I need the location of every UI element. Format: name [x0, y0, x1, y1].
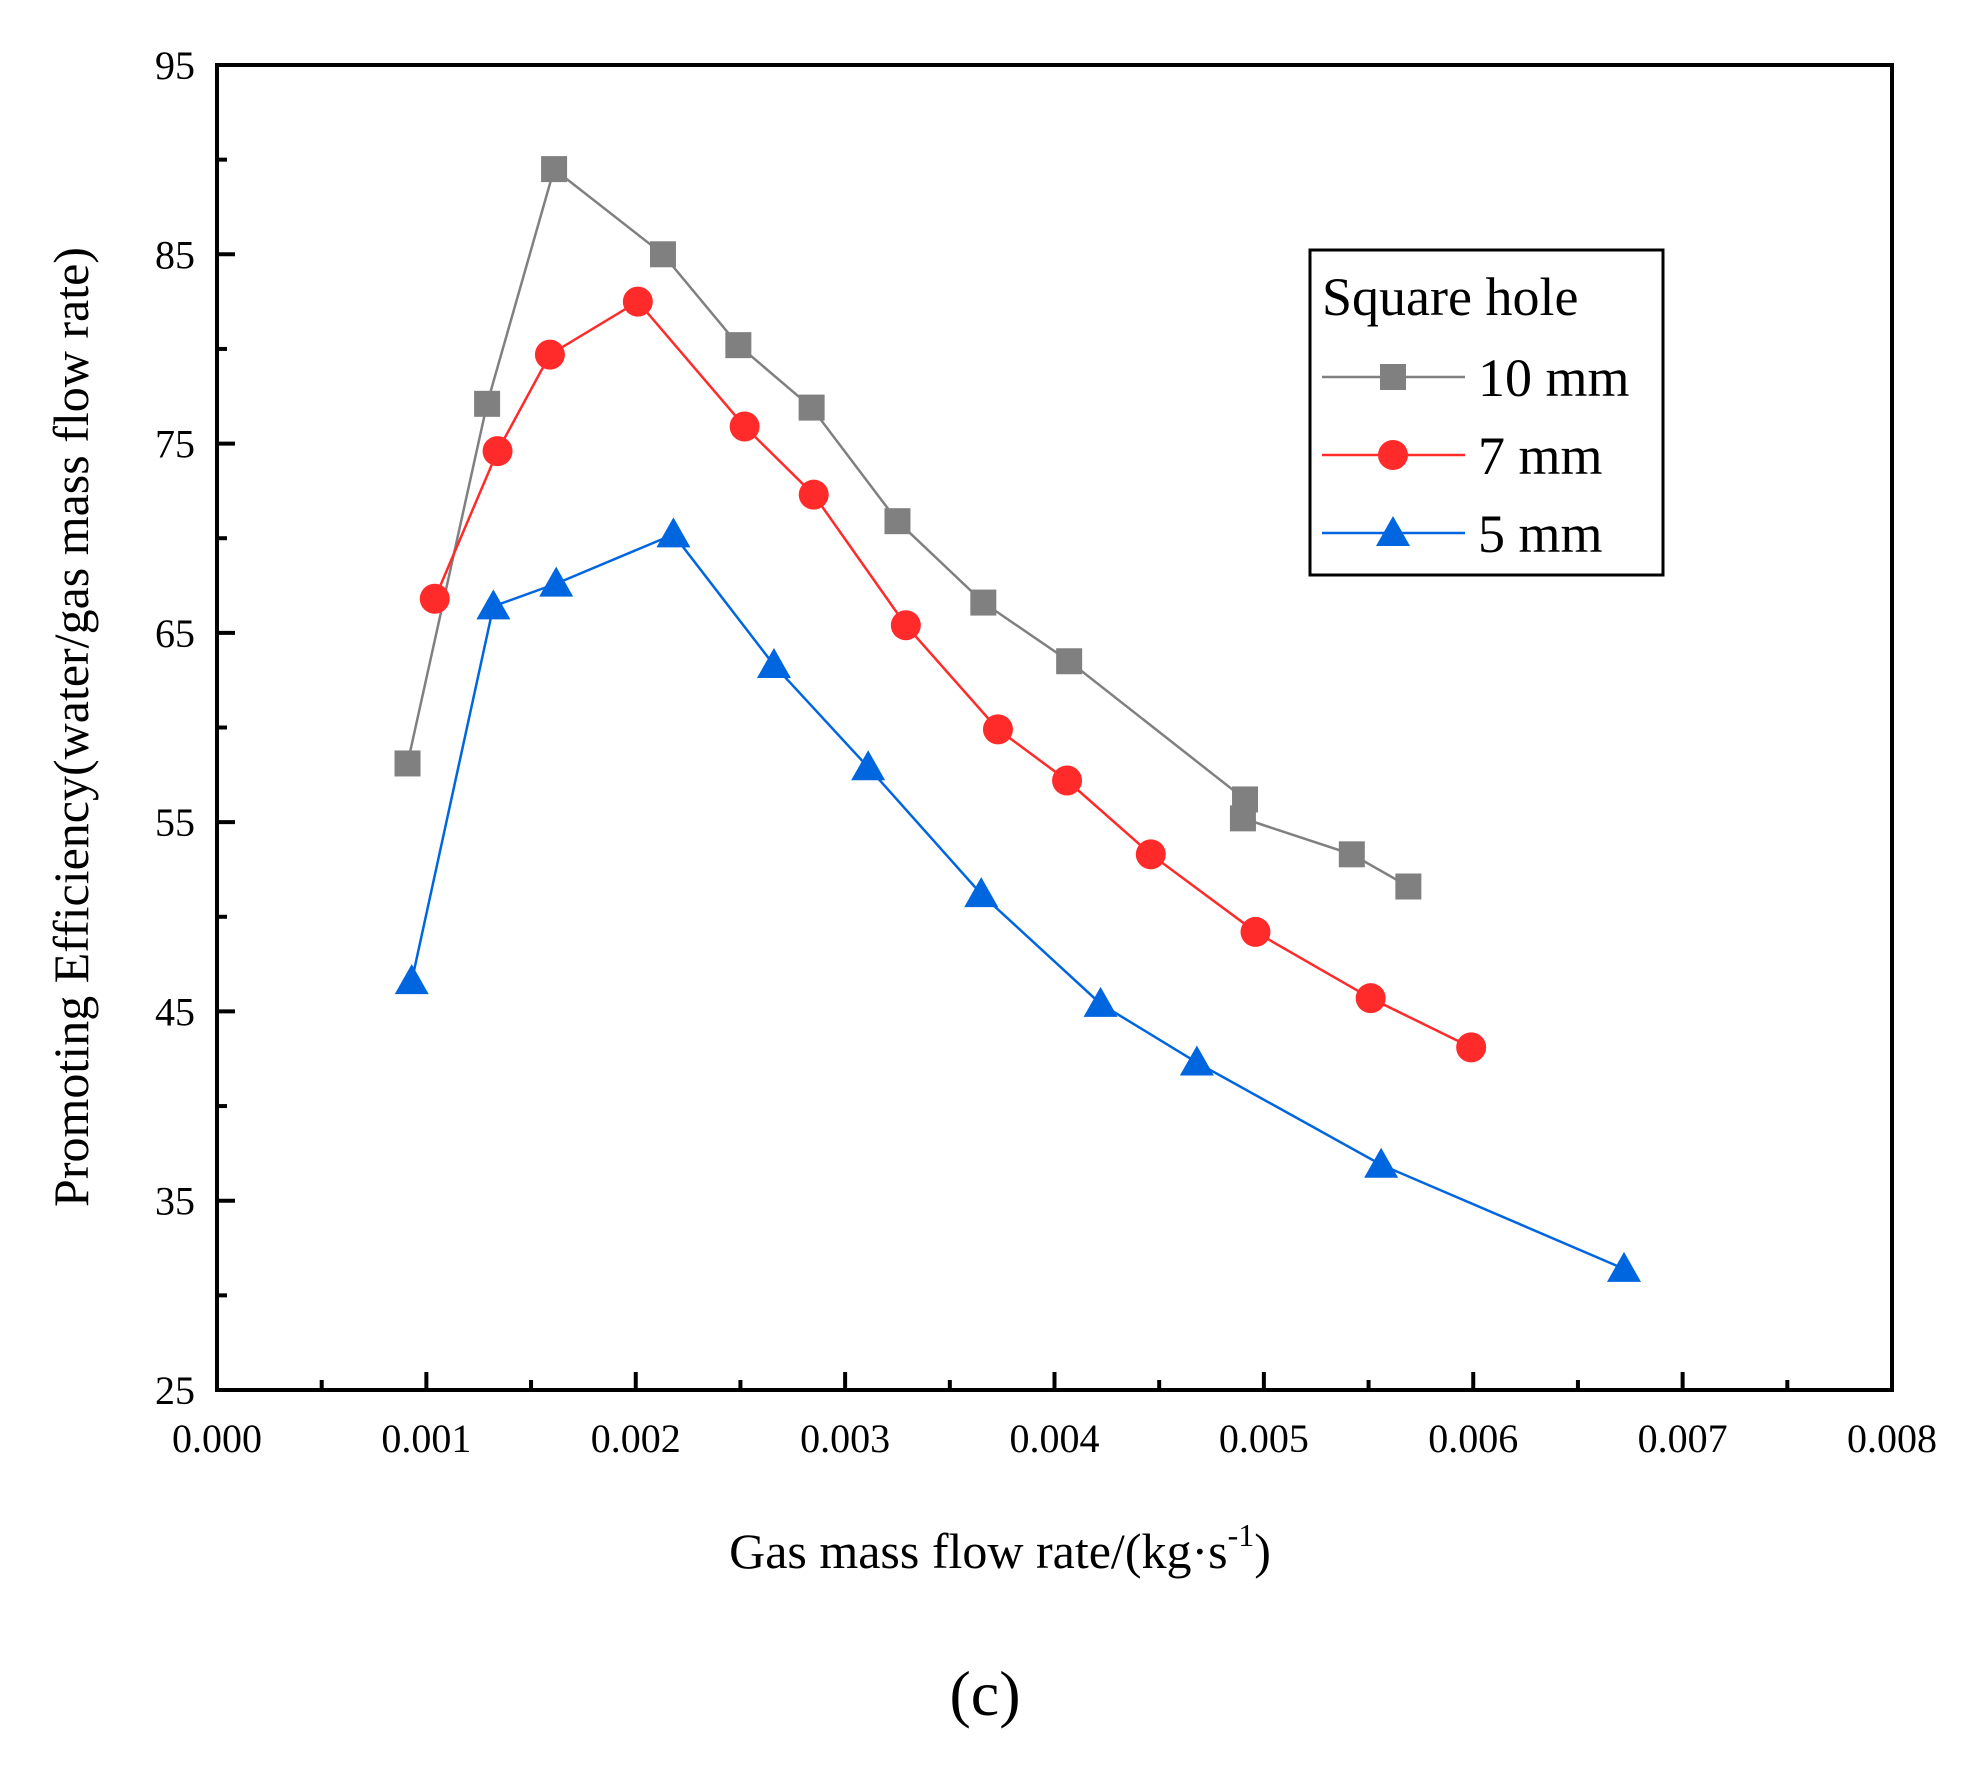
- legend-label: 7 mm: [1478, 426, 1603, 486]
- x-axis-title-superscript: -1: [1228, 1517, 1255, 1553]
- data-point: [890, 610, 921, 641]
- data-point: [1240, 916, 1271, 947]
- data-point: [539, 566, 574, 597]
- y-tick-label: 35: [155, 1179, 195, 1224]
- x-tick-label: 0.008: [1847, 1416, 1937, 1461]
- data-point: [656, 517, 691, 548]
- y-axis-title: Promoting Efficiency(water/gas mass flow…: [43, 247, 99, 1207]
- data-point: [851, 750, 886, 781]
- x-tick-label: 0.006: [1428, 1416, 1518, 1461]
- legend-entry: 5 mm: [1322, 504, 1603, 564]
- legend-entry: 10 mm: [1322, 348, 1630, 408]
- legend-label: 10 mm: [1478, 348, 1630, 408]
- data-point: [1229, 805, 1256, 832]
- y-tick-label: 75: [155, 422, 195, 467]
- x-tick-label: 0.007: [1638, 1416, 1728, 1461]
- legend-marker: [1380, 364, 1406, 390]
- data-point: [541, 156, 568, 183]
- data-point: [649, 241, 676, 268]
- data-point: [798, 479, 829, 510]
- legend-entries: 10 mm 7 mm 5 mm: [1322, 348, 1630, 564]
- series-7-mm: [419, 286, 1487, 1063]
- x-tick-label: 0.000: [172, 1416, 262, 1461]
- data-point: [729, 411, 760, 442]
- data-point: [982, 714, 1013, 745]
- data-point: [476, 589, 511, 620]
- data-point: [622, 286, 653, 317]
- data-point: [1056, 648, 1083, 675]
- data-point: [1179, 1045, 1214, 1076]
- x-tick-label: 0.003: [800, 1416, 890, 1461]
- x-tick-label: 0.004: [1010, 1416, 1100, 1461]
- data-point: [1456, 1032, 1487, 1063]
- y-axis: 25 35 45 55 65 75 85 95: [155, 43, 235, 1413]
- series-layer: [394, 156, 1641, 1282]
- data-point: [482, 436, 513, 467]
- data-point: [1364, 1147, 1399, 1178]
- legend-marker: [1378, 440, 1408, 470]
- data-point: [756, 648, 791, 679]
- x-axis-title: Gas mass flow rate/(kg·s-1): [729, 1517, 1271, 1579]
- x-axis-title-main: Gas mass flow rate/(kg·s: [729, 1523, 1228, 1579]
- data-point: [394, 750, 421, 777]
- y-tick-label: 25: [155, 1368, 195, 1413]
- data-point: [534, 339, 565, 370]
- y-tick-label: 65: [155, 611, 195, 656]
- data-point: [1135, 839, 1166, 870]
- legend-box: [1308, 248, 1665, 577]
- data-point: [419, 583, 450, 614]
- legend-marker: [1376, 516, 1410, 546]
- data-point: [1052, 765, 1083, 796]
- legend-entry: 7 mm: [1322, 426, 1603, 486]
- legend-title: Square hole: [1322, 267, 1578, 327]
- x-axis: 0.000 0.001 0.002 0.003 0.004 0.005 0.006 0.007…: [172, 1372, 1937, 1461]
- y-tick-label: 55: [155, 800, 195, 845]
- data-point: [1338, 841, 1365, 868]
- data-point: [394, 964, 429, 995]
- data-point: [1083, 986, 1118, 1017]
- data-point: [970, 589, 997, 616]
- x-tick-label: 0.001: [381, 1416, 471, 1461]
- data-point: [964, 877, 999, 908]
- legend-label: 5 mm: [1478, 504, 1603, 564]
- data-point: [1395, 873, 1422, 900]
- x-tick-label: 0.005: [1219, 1416, 1309, 1461]
- panel-label: (c): [949, 1658, 1020, 1729]
- data-point: [1607, 1251, 1641, 1282]
- x-axis-title-close: ): [1254, 1523, 1271, 1579]
- x-tick-label: 0.002: [591, 1416, 681, 1461]
- series-10-mm: [394, 156, 1422, 900]
- data-point: [884, 508, 911, 535]
- data-point: [474, 390, 501, 417]
- y-tick-label: 45: [155, 989, 195, 1034]
- series-5-mm: [394, 517, 1641, 1282]
- y-tick-label: 95: [155, 43, 195, 88]
- data-point: [1355, 983, 1386, 1014]
- data-point: [798, 394, 825, 421]
- y-tick-label: 85: [155, 232, 195, 277]
- data-point: [725, 332, 752, 359]
- legend: Square hole 10 mm 7 mm 5 mm: [1308, 248, 1665, 577]
